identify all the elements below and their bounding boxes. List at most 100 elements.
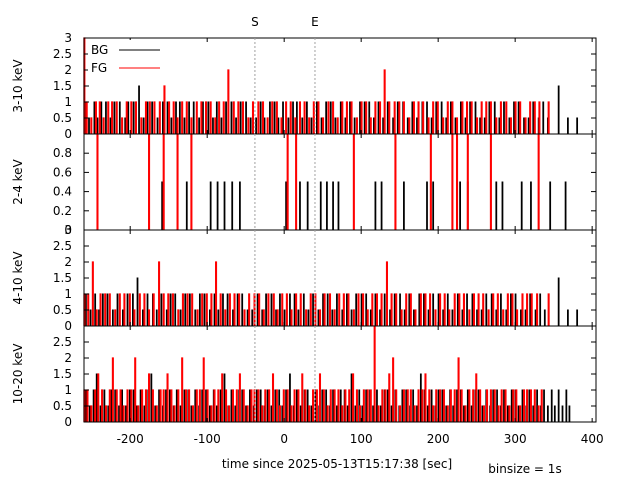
bar-bg-p2-59 (365, 293, 368, 326)
bar-bg-p2-51 (326, 293, 329, 326)
bar-bg-p3-44 (245, 405, 247, 422)
bar-bg-p3-22 (165, 389, 167, 422)
bar-fg-p1-3 (176, 133, 179, 230)
bar-fg-p2-69 (409, 293, 412, 326)
bar-fg-p3-77 (362, 389, 365, 422)
bar-bg-p1-5 (231, 181, 234, 230)
bar-bg-p3-105 (466, 389, 469, 422)
bar-bg-p3-38 (223, 373, 226, 422)
bar-bg-p2-61 (374, 293, 377, 326)
bar-bg-p2-2 (94, 293, 97, 326)
bar-fg-p0-83 (470, 101, 473, 134)
bar-fg-p1-2 (162, 133, 165, 230)
bar-bg-p0-39 (263, 117, 266, 134)
bar-bg-p2-50 (322, 293, 324, 326)
bar-bg-p2-32 (236, 293, 239, 326)
bar-fg-p3-38 (221, 373, 224, 422)
bar-bg-p3-10 (121, 389, 123, 422)
bar-fg-p0-97 (538, 101, 541, 134)
bar-fg-p2-19 (171, 293, 174, 326)
bar-fg-p0-25 (195, 101, 198, 134)
legend-label-bg: BG (91, 43, 108, 57)
bar-bg-p3-113 (496, 389, 498, 422)
bar-bg-p2-74 (437, 293, 440, 326)
y-tick-label-p2-0: 0 (64, 319, 72, 333)
bar-fg-p3-112 (489, 389, 492, 422)
y-tick-label-p3-4: 2 (64, 351, 72, 365)
bar-bg-p0-23 (188, 101, 190, 134)
bar-fg-p2-15 (152, 293, 155, 326)
x-tick-label-0: -200 (117, 432, 144, 446)
bar-fg-p0-94 (524, 117, 527, 134)
bar-fg-p3-78 (366, 389, 369, 422)
legend-bg-1 (88, 58, 164, 74)
bar-bg-p0-9 (124, 117, 127, 134)
bar-bg-p0-31 (225, 101, 227, 134)
bar-bg-p3-14 (135, 405, 138, 422)
bar-bg-p0-38 (259, 101, 262, 134)
bar-fg-p0-14 (144, 101, 148, 134)
bar-fg-p0-47 (298, 101, 301, 134)
bar-fg-p0-32 (227, 69, 230, 134)
bar-fg-p3-98 (439, 389, 442, 422)
bar-fg-p0-89 (499, 101, 502, 134)
bar-fg-p3-22 (162, 389, 165, 422)
bar-bg-p1-3 (216, 181, 219, 230)
bar-fg-p0-42 (275, 101, 278, 134)
bar-bg-p0-65 (386, 101, 389, 134)
bar-fg-p2-94 (530, 293, 533, 326)
bar-fg-p2-57 (352, 309, 355, 326)
bar-bg-p2-79 (461, 309, 464, 326)
bar-fg-p1-12 (466, 133, 469, 230)
bar-bg-p2-6 (111, 309, 114, 326)
bar-bg-p3-79 (372, 405, 374, 422)
bar-fg-p1-1 (148, 133, 151, 230)
bar-bg-p0-11 (132, 101, 135, 134)
bar-fg-p0-3 (94, 101, 97, 134)
bar-fg-p3-123 (529, 389, 532, 422)
bar-fg-p3-64 (315, 389, 318, 422)
legend-bg-0 (88, 40, 164, 56)
bar-bg-p0-101 (576, 117, 579, 134)
bar-bg-p0-18 (166, 101, 169, 134)
bar-fg-p2-53 (333, 309, 336, 326)
bar-bg-p0-53 (329, 101, 332, 134)
bar-bg-p2-9 (126, 293, 129, 326)
bar-bg-p2-38 (265, 293, 267, 326)
bar-bg-p2-43 (289, 293, 291, 326)
bar-fg-p2-84 (482, 293, 485, 326)
bar-fg-p3-37 (217, 389, 220, 422)
bar-fg-p2-67 (400, 309, 403, 326)
bar-bg-p1-2 (209, 181, 212, 230)
bar-bg-p3-3 (95, 373, 98, 422)
bar-fg-p0-65 (383, 69, 386, 134)
x-axis-label: time since 2025-05-13T15:17:38 [sec] (222, 457, 452, 471)
bar-bg-p0-25 (198, 117, 200, 134)
bar-fg-p0-28 (209, 101, 212, 134)
bar-bg-p0-27 (207, 101, 210, 134)
bar-bg-p2-80 (466, 293, 468, 326)
bar-fg-p3-102 (453, 389, 456, 422)
bar-bg-p2-52 (331, 309, 334, 326)
bar-bg-p0-35 (245, 101, 247, 134)
bar-fg-p0-63 (374, 101, 377, 134)
bar-fg-p3-84 (388, 373, 391, 422)
bar-bg-p3-117 (510, 389, 513, 422)
y-tick-label-p2-3: 1.5 (53, 271, 72, 285)
bar-fg-p3-16 (141, 389, 144, 422)
bar-bg-p2-75 (442, 309, 445, 326)
bar-bg-p0-71 (416, 117, 418, 134)
y-tick-label-p1-3: 0.6 (53, 165, 72, 179)
bar-bg-p3-131 (561, 405, 564, 422)
bar-fg-p3-67 (326, 405, 329, 422)
bar-bg-p2-73 (432, 293, 435, 326)
bar-fg-p3-33 (202, 357, 205, 422)
bar-bg-p3-83 (386, 389, 389, 422)
bar-fg-p3-7 (108, 389, 111, 422)
bar-bg-p1-0 (161, 181, 164, 230)
bar-bg-p2-22 (188, 293, 191, 326)
bar-bg-p0-81 (464, 117, 467, 134)
panel-3: 0 0.5 1 1.5 2 2.5 10-20 keV (11, 325, 597, 429)
bar-fg-p0-6 (107, 101, 110, 134)
bar-bg-p2-27 (213, 293, 216, 326)
